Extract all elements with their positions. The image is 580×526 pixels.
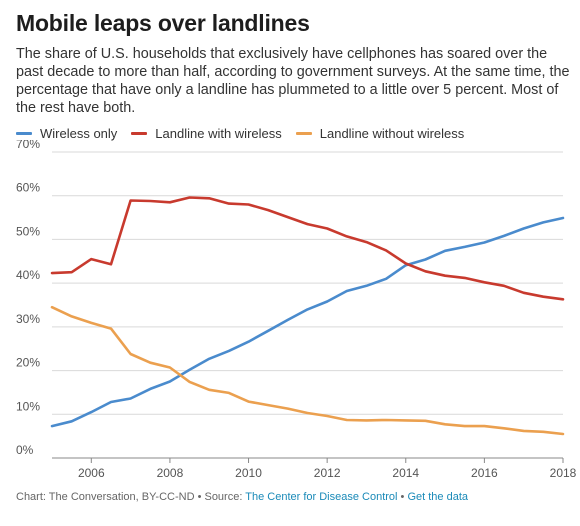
x-tick-label: 2014 xyxy=(392,466,419,480)
x-tick-label: 2008 xyxy=(157,466,184,480)
series-line-landline-with-wireless xyxy=(50,196,565,301)
y-tick-label: 40% xyxy=(16,268,40,282)
legend-item-landline-with-wireless[interactable]: Landline with wireless xyxy=(131,126,282,141)
series-line-landline-without-wireless xyxy=(50,305,565,436)
y-tick-label: 60% xyxy=(16,181,40,195)
y-tick-label: 70% xyxy=(16,140,40,151)
get-the-data-link[interactable]: Get the data xyxy=(407,491,468,503)
y-tick-label: 10% xyxy=(16,399,40,413)
source-link[interactable]: The Center for Disease Control xyxy=(245,491,398,503)
x-tick-label: 2006 xyxy=(78,466,105,480)
legend-swatch-wireless-only xyxy=(16,132,32,135)
y-tick-label: 30% xyxy=(16,312,40,326)
y-tick-label: 50% xyxy=(16,224,40,238)
legend-swatch-landline-with-wireless xyxy=(131,132,148,135)
x-tick-label: 2012 xyxy=(314,466,341,480)
chart-subtitle: The share of U.S. households that exclus… xyxy=(16,46,570,116)
x-tick-label: 2018 xyxy=(550,466,577,480)
legend-item-wireless-only[interactable]: Wireless only xyxy=(16,126,117,141)
legend-swatch-landline-without-wireless xyxy=(295,132,312,135)
chart-footer: Chart: The Conversation, BY-CC-ND • Sour… xyxy=(16,491,468,503)
legend-label-landline-without-wireless: Landline without wireless xyxy=(319,126,465,141)
footer-credit: Chart: The Conversation, BY-CC-ND • Sour… xyxy=(16,491,246,503)
y-tick-label: 0% xyxy=(16,443,34,457)
legend-item-landline-without-wireless[interactable]: Landline without wireless xyxy=(295,126,465,141)
chart-legend: Wireless only Landline with wireless Lan… xyxy=(16,126,464,141)
line-chart: 0% 10% 20% 30% 40% 50% 60% 70% 2006 2008 2010 2012 2… xyxy=(16,140,577,480)
footer-separator: • xyxy=(397,491,408,503)
x-tick-label: 2016 xyxy=(471,466,498,480)
legend-label-wireless-only: Wireless only xyxy=(40,126,118,141)
legend-label-landline-with-wireless: Landline with wireless xyxy=(155,126,282,141)
chart-title: Mobile leaps over landlines xyxy=(16,10,310,36)
series-line-wireless-only xyxy=(50,216,565,428)
x-tick-label: 2010 xyxy=(235,466,262,480)
y-tick-label: 20% xyxy=(16,356,40,370)
